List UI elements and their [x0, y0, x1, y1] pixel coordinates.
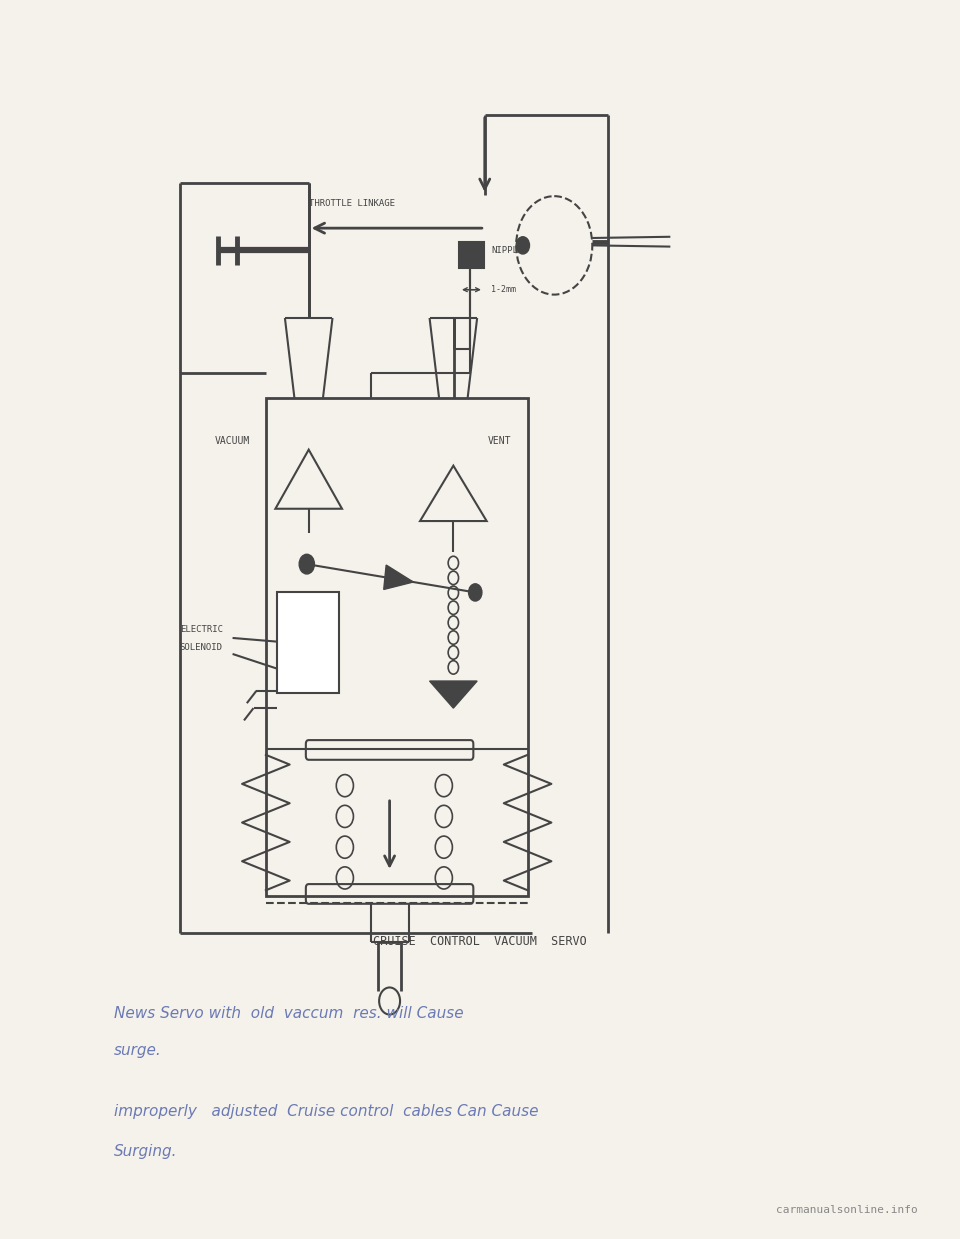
Bar — [266, 398, 528, 896]
Text: surge.: surge. — [113, 1043, 161, 1058]
Circle shape — [516, 237, 530, 254]
Polygon shape — [429, 681, 477, 709]
Text: ELECTRIC: ELECTRIC — [180, 624, 223, 634]
Circle shape — [468, 584, 482, 601]
Polygon shape — [384, 565, 413, 590]
Text: NIPPLE: NIPPLE — [492, 245, 523, 255]
Text: News Servo with  old  vaccum  res. will Cause: News Servo with old vaccum res. will Cau… — [113, 1006, 464, 1021]
Text: 1-2mm: 1-2mm — [492, 285, 516, 294]
Bar — [277, 592, 339, 694]
Text: SOLENOID: SOLENOID — [180, 643, 223, 652]
Text: THROTTLE LINKAGE: THROTTLE LINKAGE — [308, 199, 395, 208]
Text: VENT: VENT — [488, 436, 511, 446]
Text: CRUISE  CONTROL  VACUUM  SERVO: CRUISE CONTROL VACUUM SERVO — [373, 935, 587, 948]
Text: carmanualsonline.info: carmanualsonline.info — [776, 1206, 917, 1215]
Text: Surging.: Surging. — [113, 1144, 177, 1158]
Bar — [459, 242, 484, 268]
Text: VACUUM: VACUUM — [214, 436, 250, 446]
Circle shape — [300, 554, 315, 574]
Text: improperly   adjusted  Cruise control  cables Can Cause: improperly adjusted Cruise control cable… — [113, 1104, 539, 1119]
